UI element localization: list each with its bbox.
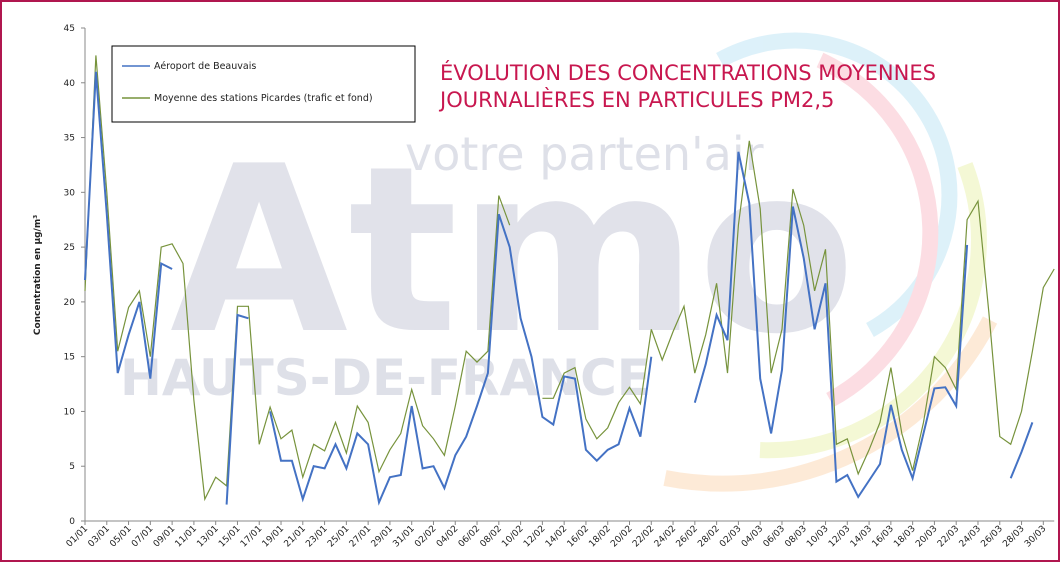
y-tick-label: 20 — [64, 298, 76, 308]
watermark-arcs — [663, 32, 998, 492]
legend-label: Moyenne des stations Picardes (trafic et… — [154, 93, 373, 104]
legend-box — [111, 45, 416, 123]
legend-label: Aéroport de Beauvais — [154, 61, 256, 72]
chart-title: JOURNALIÈRES EN PARTICULES PM2,5 — [438, 87, 834, 112]
series-line — [84, 71, 1034, 506]
y-tick-label: 45 — [64, 24, 75, 34]
y-tick-label: 5 — [69, 462, 75, 472]
chart-title: ÉVOLUTION DES CONCENTRATIONS MOYENNES — [440, 60, 936, 85]
y-tick-label: 15 — [64, 353, 75, 363]
watermark-tagline: votre parten'air — [405, 127, 764, 181]
y-tick-label: 25 — [64, 243, 75, 253]
y-tick-label: 30 — [64, 188, 76, 198]
y-tick-label: 0 — [69, 517, 75, 527]
y-tick-label: 10 — [64, 407, 76, 417]
y-tick-label: 35 — [64, 134, 75, 144]
series-line — [84, 55, 1055, 502]
y-tick-label: 40 — [64, 79, 76, 89]
y-axis-label: Concentration en µg/m³ — [33, 215, 43, 335]
